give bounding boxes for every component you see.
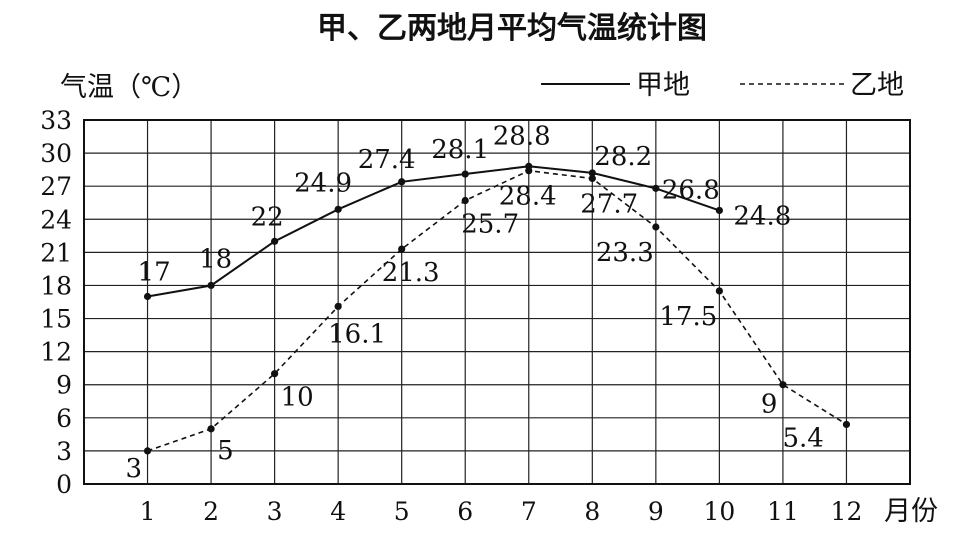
y-tick-label: 6 [56,404,72,433]
data-label: 23.3 [596,238,654,268]
x-tick-label: 7 [521,497,537,526]
y-tick-label: 24 [40,205,72,234]
data-point [779,381,787,389]
data-label: 24.8 [733,201,791,231]
y-tick-label: 0 [56,470,72,499]
x-tick-label: 5 [394,497,410,526]
y-tick-label: 18 [40,271,72,300]
y-tick-label: 12 [40,338,72,367]
data-point [525,167,533,175]
data-label: 27.4 [358,145,416,175]
data-label: 5.4 [782,423,823,453]
x-tick-label: 4 [330,497,346,526]
data-point [652,223,660,231]
x-tick-label: 12 [831,497,863,526]
data-label: 25.7 [461,210,519,240]
series-line-yi [147,169,847,452]
data-point [715,206,723,215]
x-tick-label: 3 [267,497,283,526]
data-label: 5 [217,436,234,466]
y-tick-label: 33 [40,106,72,135]
y-tick-label: 27 [40,172,72,201]
x-tick-label: 8 [584,497,600,526]
x-tick-label: 9 [648,497,664,526]
data-point [334,205,342,213]
data-point [143,447,152,455]
legend-label-jia: 甲地 [636,70,690,101]
data-label: 28.2 [594,142,652,172]
legend: 甲地 乙地 [541,70,904,101]
data-label: 28.1 [431,135,489,165]
data-label: 10 [281,383,314,413]
data-point [715,287,723,295]
data-point [207,281,215,290]
data-label: 16.1 [328,319,386,349]
legend-label-yi: 乙地 [850,70,904,101]
data-label: 24.9 [294,168,352,198]
chart-title: 甲、乙两地月平均气温统计图 [317,11,707,46]
data-point [143,292,152,301]
data-point [652,184,660,192]
series-line-jia [147,165,720,298]
x-tick-label: 6 [457,497,473,526]
data-label: 17 [138,257,171,287]
data-point [271,370,279,378]
y-tick-label: 30 [40,139,72,168]
data-point [842,420,851,429]
x-tick-label: 2 [203,497,219,526]
data-labels: 17 18 22 24.927.4 28.1 28.8 28.2 26.8 24.8 3 5 10 16… [126,121,824,484]
data-label: 18 [199,244,232,274]
data-point [271,237,279,245]
data-point [398,178,406,186]
plot-frame [83,119,911,485]
data-label: 22 [251,202,284,232]
data-point [588,169,596,177]
data-label: 9 [761,390,778,420]
y-axis-label: 气温（℃） [60,72,198,103]
data-point [461,170,469,178]
data-point [398,245,406,253]
y-tick-label: 9 [56,371,72,400]
y-tick-label: 21 [40,238,72,267]
x-tick-labels: 1 2 3 4 5 6 7 8 9 10 11 12 [140,497,863,526]
data-point [461,196,469,205]
x-tick-label: 1 [140,497,156,526]
data-label: 28.8 [493,121,551,151]
data-point [207,425,215,433]
y-tick-label: 15 [40,305,72,334]
x-tick-label: 11 [767,497,799,526]
series [143,162,851,455]
data-label: 26.8 [662,175,720,205]
data-label: 17.5 [659,302,717,332]
x-tick-label: 10 [703,497,735,526]
data-point [334,302,342,311]
data-label: 3 [126,454,143,484]
y-tick-label: 3 [56,437,72,466]
y-tick-labels: 0 3 6 9 12 15 18 21 24 27 30 33 [40,106,72,499]
x-axis-label: 月份 [884,496,938,527]
data-label: 28.4 [499,182,557,212]
data-label: 27.7 [580,189,638,219]
data-label: 21.3 [382,258,440,288]
data-point [588,174,596,183]
